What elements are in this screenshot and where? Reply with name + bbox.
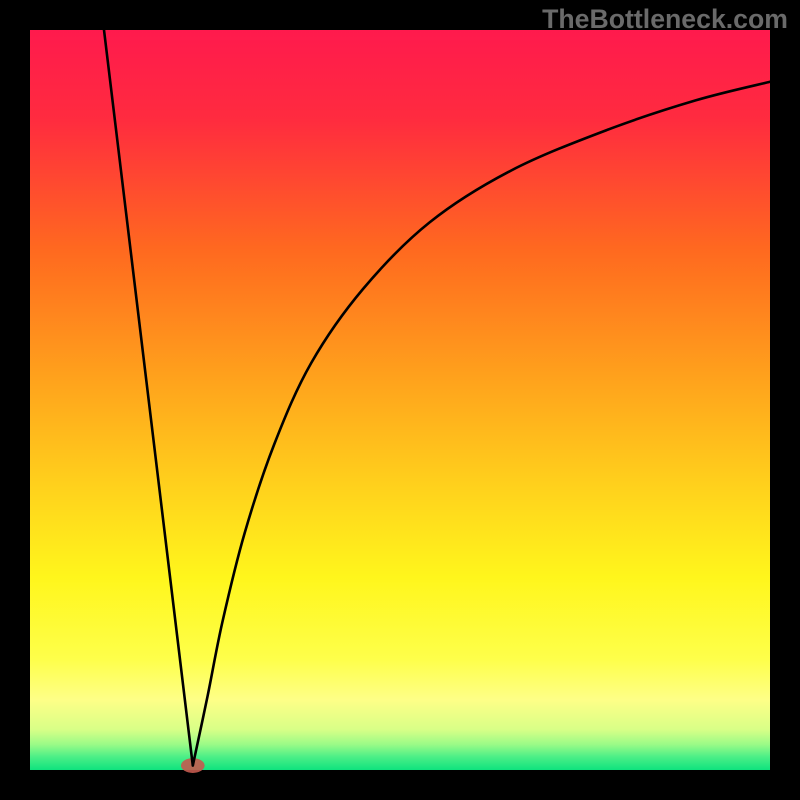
watermark-text: TheBottleneck.com [542,4,788,35]
bottleneck-chart [0,0,800,800]
chart-frame: TheBottleneck.com [0,0,800,800]
chart-gradient-background [30,30,770,770]
